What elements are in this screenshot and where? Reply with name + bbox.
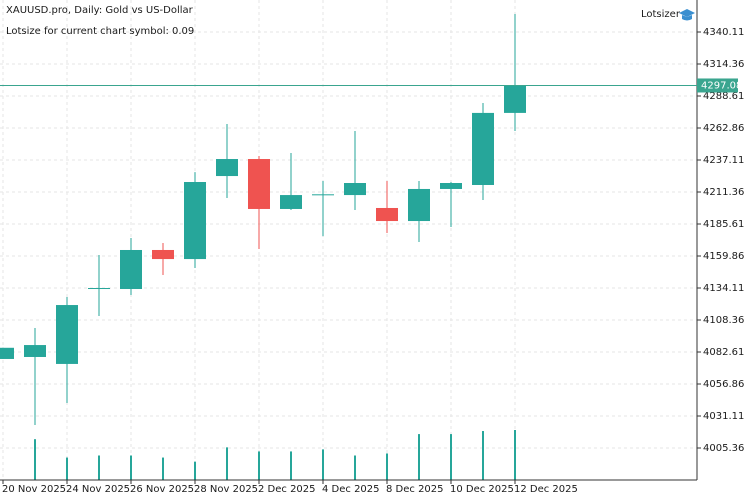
y-tick-label: 4005.36 xyxy=(703,443,744,454)
y-tick-label: 4159.86 xyxy=(703,251,744,262)
x-tick-label: 28 Nov 2025 xyxy=(194,484,258,495)
indicator-name: Lotsizer xyxy=(641,9,681,20)
y-tick-label: 4288.61 xyxy=(703,91,744,102)
candle-body xyxy=(152,249,174,260)
y-tick-label: 4108.36 xyxy=(703,315,744,326)
y-tick-label: 4056.86 xyxy=(703,379,744,390)
price-label-box xyxy=(697,78,738,93)
candle-body xyxy=(504,85,526,113)
y-tick-label: 4340.11 xyxy=(703,27,744,38)
candle-body xyxy=(248,159,270,209)
candle-body xyxy=(0,347,14,359)
y-tick-label: 4134.11 xyxy=(703,283,744,294)
candle-body xyxy=(344,183,366,196)
y-tick-label: 4314.36 xyxy=(703,59,744,70)
y-tick-label: 4211.36 xyxy=(703,187,744,198)
candle-body xyxy=(88,288,110,290)
y-tick-label: 4082.61 xyxy=(703,347,744,358)
x-tick-label: 2 Dec 2025 xyxy=(258,484,316,495)
x-tick-label: 12 Dec 2025 xyxy=(514,484,578,495)
chart-title: XAUUSD.pro, Daily: Gold vs US-Dollar xyxy=(6,5,194,16)
candle-body xyxy=(24,345,46,357)
plot-area xyxy=(0,13,526,480)
candle-body xyxy=(376,207,398,222)
y-tick-label: 4185.61 xyxy=(703,219,744,230)
x-tick-label: 26 Nov 2025 xyxy=(130,484,194,495)
candle-body xyxy=(312,194,334,196)
indicator-icon[interactable] xyxy=(679,9,695,21)
x-tick-label: 8 Dec 2025 xyxy=(386,484,444,495)
candle-body xyxy=(56,305,78,364)
candle-body xyxy=(280,195,302,209)
y-tick-label: 4031.11 xyxy=(703,411,744,422)
x-tick-label: 4 Dec 2025 xyxy=(322,484,380,495)
grid xyxy=(0,0,697,480)
y-tick-label: 4262.86 xyxy=(703,123,744,134)
x-tick-label: 20 Nov 2025 xyxy=(2,484,66,495)
candle-body xyxy=(408,188,430,222)
x-tick-label: 24 Nov 2025 xyxy=(66,484,130,495)
candle-body xyxy=(440,183,462,189)
candle-body xyxy=(472,112,494,185)
candle-body xyxy=(120,249,142,290)
annotation: Lotsize for current chart symbol: 0.09 xyxy=(6,26,194,37)
candle-body xyxy=(216,159,238,177)
candle-body xyxy=(184,182,206,260)
y-tick-label: 4237.11 xyxy=(703,155,744,166)
x-tick-label: 10 Dec 2025 xyxy=(450,484,514,495)
price-label: 4297.08 xyxy=(701,80,742,91)
